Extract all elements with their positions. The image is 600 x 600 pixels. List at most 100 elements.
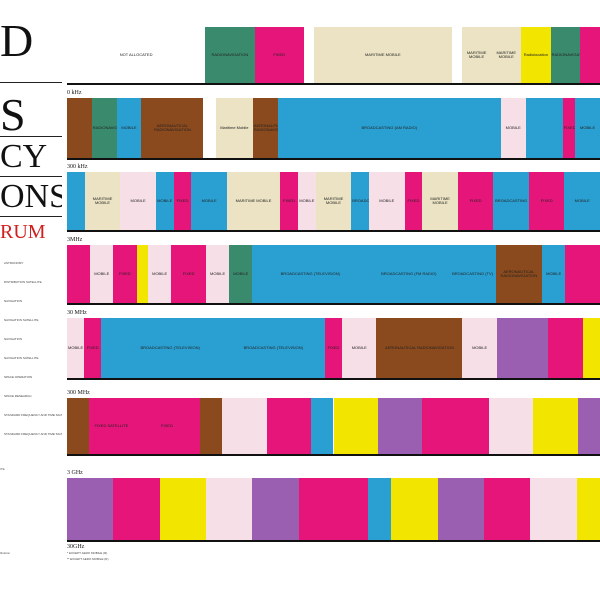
allocation-segment (222, 398, 268, 454)
allocation-segment: FIXED (254, 27, 305, 83)
allocation-segment (67, 245, 92, 303)
allocation-label: FIXED (176, 198, 189, 203)
allocation-segment (67, 478, 115, 540)
legend-item: SPACE RESEARCH (0, 395, 62, 403)
allocation-segment: FIXED (84, 318, 103, 378)
legend-item-label: NAVIGATION (4, 337, 23, 341)
allocation-label: MOBILE (201, 198, 217, 203)
band-end-label: 30GHz (67, 544, 85, 550)
band-start-label: 3MHz (67, 237, 83, 243)
allocation-segment (391, 478, 439, 540)
allocation-label: RADIONAVIGATION (92, 125, 117, 130)
legend-extra-1: ITE (0, 467, 5, 471)
allocation-label: MOBILE (299, 198, 315, 203)
allocation-segment (333, 398, 379, 454)
spectrum-band: FIXED SATELLITE FIXED (67, 398, 600, 454)
allocation-segment: FIXED SATELLITE (89, 398, 135, 454)
band-start-label: 0 kHz (67, 90, 82, 96)
allocation-segment: MOBILE (462, 318, 498, 378)
allocation-segment (159, 478, 208, 540)
allocation-segment (548, 318, 584, 378)
allocation-segment: MOBILE (229, 245, 254, 303)
band-start-label: 3 GHz (67, 470, 83, 476)
legend-item-label: NAVIGATION SATELLITE (4, 318, 39, 322)
allocation-label: BROADCASTING (AM RADIO) (361, 125, 418, 130)
allocation-label: NOT ALLOCATED (119, 52, 153, 57)
allocation-segment: FIXED (528, 172, 566, 230)
allocation-segment (67, 398, 91, 454)
allocation-segment: MOBILE (500, 98, 527, 158)
title-line-2: S (0, 89, 26, 140)
spectrum-band: RADIONAVIGATION MOBILE AERONAUTICAL RADION… (67, 98, 600, 158)
allocation-label: MARITIME MOBILE (364, 52, 401, 57)
allocation-segment (530, 478, 578, 540)
legend-item-label: STANDARD FREQUENCY AND TIME SIGNAL SATEL… (4, 432, 62, 436)
allocation-segment: MOBILE (575, 98, 600, 158)
allocation-label: BROADCASTING (TELEVISION) (280, 271, 340, 276)
allocation-segment: RADIONAVIGATION (91, 98, 118, 158)
allocation-segment (533, 398, 579, 454)
spectrum-band: MARITIME MOBILE MOBILE MOBILE FIXED MOBILE MA… (67, 172, 600, 230)
allocation-segment: MOBILE (90, 245, 115, 303)
allocation-segment: Maritime Mobile (215, 98, 254, 158)
allocation-segment: MOBILE (67, 318, 86, 378)
allocation-segment: MARITIME MOBILE (84, 172, 122, 230)
allocation-segment (311, 398, 335, 454)
allocation-segment: MARITIME MOBILE (461, 27, 493, 83)
legend-item-label: DISTRIBUTION SATELLITE (4, 280, 42, 284)
allocation-label: BROADCASTING (352, 198, 370, 203)
allocation-segment (422, 398, 490, 454)
allocation-segment: BROADCASTING (493, 172, 530, 230)
legend-item: NAVIGATION SATELLITE (0, 357, 62, 365)
allocation-segment: FIXED (457, 172, 495, 230)
allocation-label: FIXED (161, 423, 173, 428)
allocation-segment (206, 478, 254, 540)
allocation-label: MARITIME MOBILE (323, 196, 344, 205)
allocation-label: FIXED (86, 345, 99, 350)
band-baseline (67, 83, 600, 85)
spectrum-band: MOBILE FIXED BROADCASTING (TELEVISION) BROA… (67, 318, 600, 378)
allocation-segment: MOBILE (116, 98, 143, 158)
allocation-label: MARITIME MOBILE (92, 196, 113, 205)
title-rule (0, 216, 62, 217)
allocation-segment (252, 478, 300, 540)
allocation-segment: BROADCASTING (TV) (449, 245, 497, 303)
allocation-label: MOBILE (157, 198, 173, 203)
allocation-segment: BROADCASTING (TELEVISION) (252, 245, 370, 303)
band-baseline (67, 230, 600, 232)
allocation-label: BROADCASTING (495, 198, 528, 203)
spectrum-band: NOT ALLOCATED RADIONAVIGATION FIXED MARITIM… (67, 27, 600, 83)
allocation-label: FIXED (469, 198, 482, 203)
allocation-segment (582, 318, 600, 378)
allocation-label: BROADCASTING (TV) (452, 271, 493, 276)
allocation-segment: MOBILE (120, 172, 157, 230)
legend-extra-2: ification (0, 551, 11, 555)
allocation-label: Maritime Mobile (220, 125, 249, 130)
allocation-label: FIXED (407, 198, 420, 203)
allocation-segment (67, 172, 86, 230)
allocation-label: BROADCASTING (FM RADIO) (381, 271, 437, 276)
allocation-segment: MARITIME MOBILE (226, 172, 282, 230)
legend-item-label: ASTRONOMY (4, 261, 24, 265)
allocation-segment: MARITIME MOBILE (422, 172, 459, 230)
allocation-segment (496, 318, 550, 378)
footnote-1: * EXCEPT AERO MOBILE (R) (67, 551, 108, 555)
allocation-segment: FIXED (113, 245, 138, 303)
band-start-label: 300 kHz (67, 164, 88, 170)
allocation-segment (298, 478, 370, 540)
band-baseline (67, 378, 600, 380)
allocation-label: MOBILE (574, 198, 590, 203)
allocation-segment: MARITIME MOBILE (315, 172, 353, 230)
allocation-label: MOBILE (351, 345, 367, 350)
allocation-segment: FIXED (171, 245, 208, 303)
spectrum-band (67, 478, 600, 540)
footnote-2: ** EXCEPT AERO MOBILE (R) (67, 557, 109, 561)
allocation-segment: Radiolocation (521, 27, 552, 83)
allocation-segment (377, 398, 424, 454)
allocation-label: FIXED (182, 271, 195, 276)
allocation-label: MOBILE (472, 345, 488, 350)
legend-item: NAVIGATION SATELLITE (0, 319, 62, 327)
allocation-segment: RADIONAVIGATION (205, 27, 256, 83)
allocation-segment: BROADCASTING (TELEVISION) (118, 318, 223, 378)
allocation-label: MOBILE (580, 125, 596, 130)
